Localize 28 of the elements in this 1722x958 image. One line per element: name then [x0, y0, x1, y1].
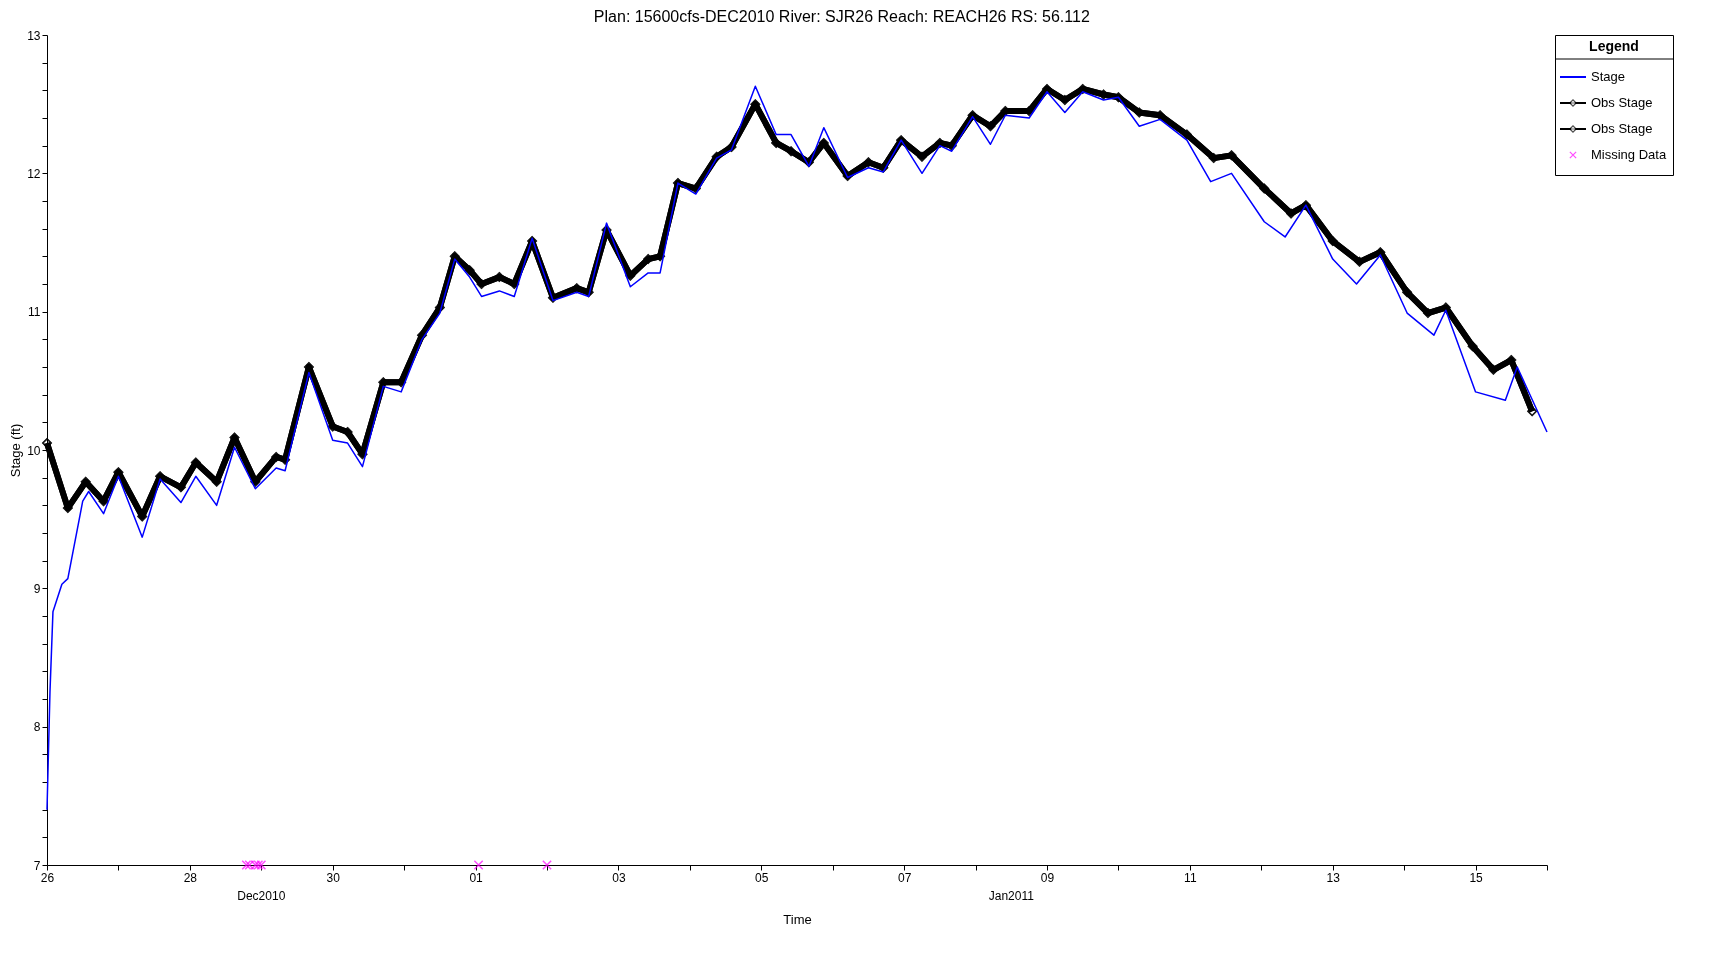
text: Jan2011	[988, 889, 1035, 903]
text: Dec2010	[237, 889, 286, 903]
legend-label: Obs Stage	[1591, 121, 1653, 136]
x-tick-label: 26	[40, 870, 55, 885]
x-tick-label: 07	[897, 870, 912, 885]
x-tick-label: 28	[183, 870, 198, 885]
chart-title: Plan: 15600cfs-DEC2010 River: SJR26 Reach: REACH26 RS: 56.112	[593, 8, 1090, 25]
y-axis-title: Stage (ft)	[8, 423, 24, 478]
legend-title: Legend	[1589, 38, 1639, 54]
y-tick-label: 12	[27, 166, 41, 181]
y-tick-label: 11	[28, 305, 41, 320]
legend-label: Stage	[1591, 69, 1625, 84]
y-tick-label: 7	[33, 858, 41, 873]
legend-label: Missing Data	[1591, 147, 1667, 162]
x-axis-title: Time	[783, 911, 812, 927]
x-tick-label: 01	[469, 870, 484, 885]
y-tick-label: 9	[33, 581, 41, 596]
x-tick-label: 30	[326, 870, 341, 885]
x-tick-label: 05	[755, 870, 769, 885]
legend-label: Obs Stage	[1591, 95, 1653, 110]
x-tick-label: 11	[1184, 870, 1197, 885]
x-tick-label: 13	[1326, 870, 1341, 885]
y-tick-label: 13	[27, 28, 41, 43]
x-tick-label: 09	[1040, 870, 1055, 885]
y-tick-label: 10	[27, 443, 41, 458]
x-tick-label: 03	[612, 870, 626, 885]
x-tick-label: 15	[1469, 870, 1484, 885]
y-tick-label: 8	[33, 720, 41, 735]
